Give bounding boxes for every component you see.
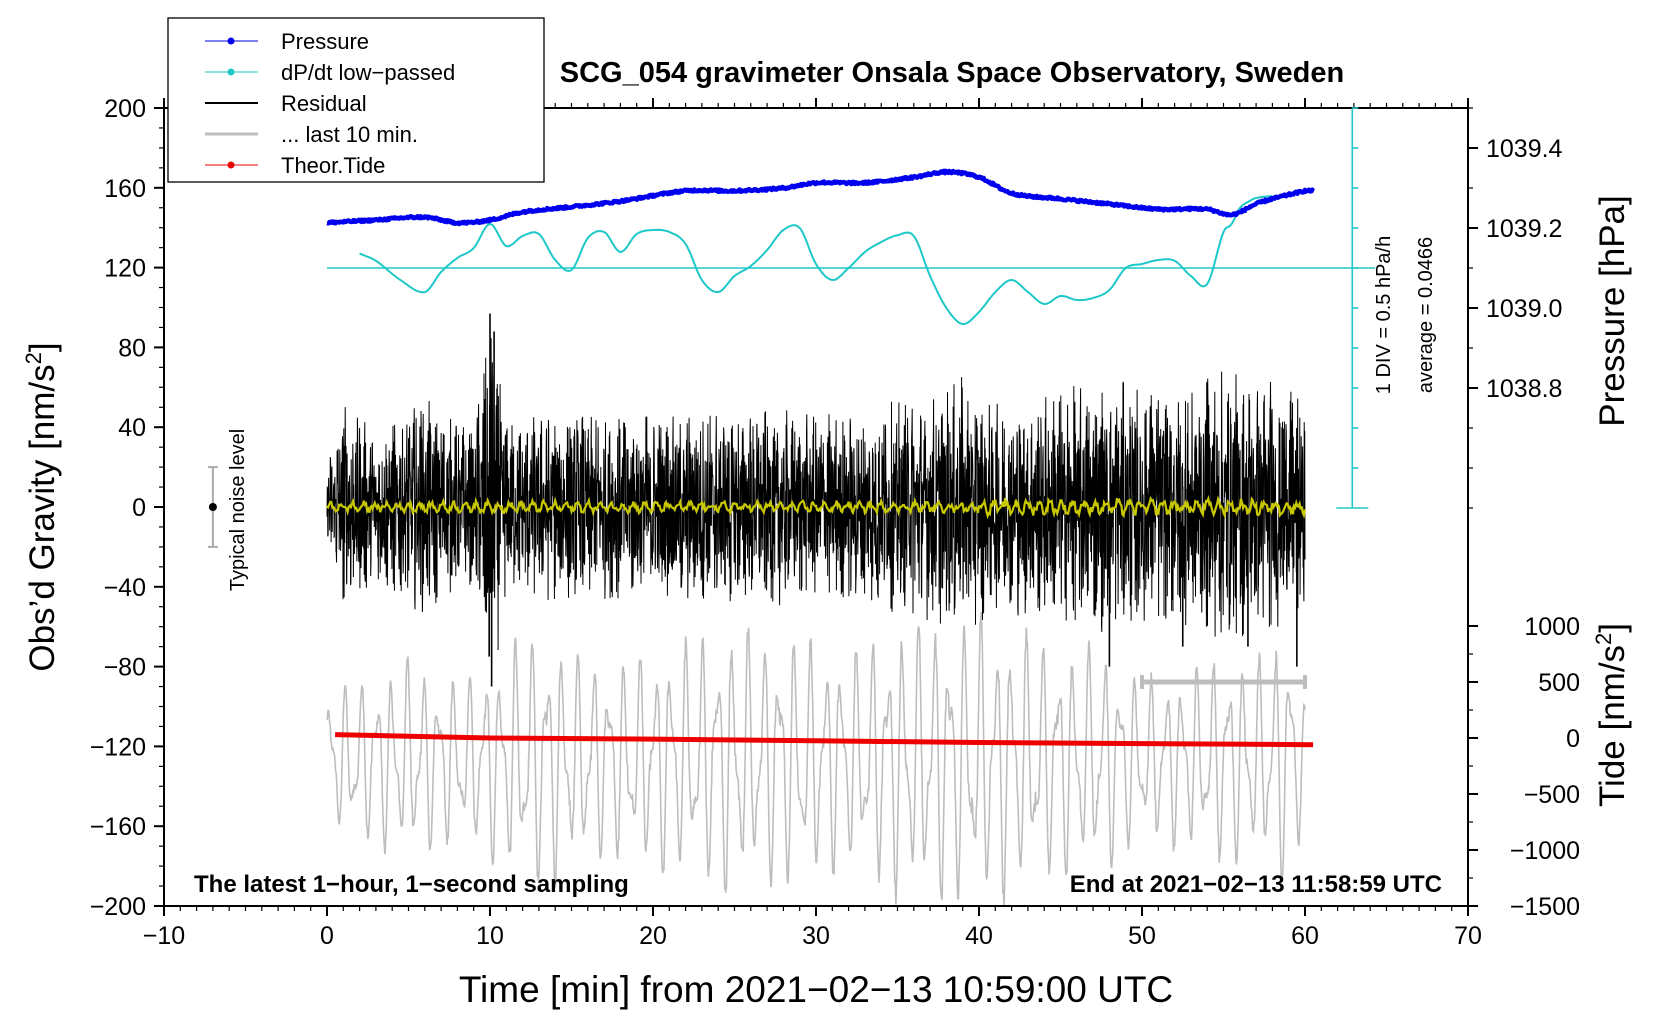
x-tick-label: 60: [1291, 922, 1319, 950]
noise-level-label: Typical noise level: [227, 429, 249, 591]
legend-label: Pressure: [281, 29, 369, 54]
x-tick-label: 0: [320, 922, 334, 950]
pressure-series-line: [325, 168, 1316, 227]
x-tick-label: 50: [1128, 922, 1156, 950]
tide-axis-label: Tide [nm/s2]: [1591, 623, 1632, 807]
x-tick-label: 20: [639, 922, 667, 950]
left-tick-label: −40: [104, 574, 146, 602]
left-axis-label-tail: ]: [23, 342, 62, 352]
footer-right-label: End at 2021−02−13 11:58:59 UTC: [1070, 871, 1442, 898]
dpdt-series-line: [359, 195, 1273, 326]
x-tick-label: −10: [143, 922, 185, 950]
footer-left-label: The latest 1−hour, 1−second sampling: [194, 871, 629, 898]
noise-bar-dot: [208, 503, 217, 511]
x-tick-label: 10: [476, 922, 504, 950]
left-tick-label: −160: [90, 813, 146, 841]
series-layer: [325, 168, 1376, 906]
tide-tick-label: 1000: [1524, 613, 1580, 641]
tide-axis-label-sup: 2: [1591, 633, 1616, 645]
tide-axis-label-main: Tide [nm/s: [1593, 645, 1632, 807]
legend-swatch-marker: [227, 68, 235, 76]
tide-tick-label: −1000: [1510, 837, 1580, 865]
residual-series-line: [326, 338, 1306, 651]
left-tick-label: 160: [104, 175, 146, 203]
pressure-tick-label: 1039.4: [1486, 135, 1563, 163]
legend-label: ... last 10 min.: [281, 122, 418, 147]
left-tick-label: −120: [90, 733, 146, 761]
legend-box: [167, 17, 545, 183]
legend-label: Theor.Tide: [281, 153, 385, 178]
pressure-axis-label: Pressure [hPa]: [1593, 195, 1632, 427]
dpdt-average-label: average = 0.0466: [1415, 237, 1437, 393]
left-axis-label: Obs’d Gravity [nm/s2]: [21, 342, 62, 671]
left-tick-label: −80: [104, 654, 146, 682]
left-tick-label: 120: [104, 255, 146, 283]
tide-tick-label: −1500: [1510, 893, 1580, 921]
pressure-tick-label: 1039.0: [1486, 295, 1562, 323]
left-tick-label: 0: [132, 494, 146, 522]
axes-layer: −10 0 10 20 30 40 50 60 70 −200 −160 −120 −80 −40 0 40 8…: [90, 95, 1580, 950]
legend-swatch-marker: [227, 161, 235, 169]
tide-tick-label: 0: [1566, 725, 1580, 753]
dpdt-scale-label: 1 DIV = 0.5 hPa/h: [1373, 236, 1395, 394]
tide-axis-label-tail: ]: [1593, 623, 1632, 633]
left-axis-label-main: Obs’d Gravity [nm/s: [23, 364, 62, 671]
tide-tick-label: 500: [1538, 669, 1580, 697]
legend: Pressure dP/dt low−passed Residual ... last…: [167, 17, 545, 183]
left-tick-label: 200: [104, 95, 146, 123]
x-tick-label: 70: [1454, 922, 1482, 950]
chart-title: SCG_054 gravimeter Onsala Space Observat…: [560, 57, 1344, 89]
left-axis-label-sup: 2: [21, 352, 46, 364]
left-tick-label: −200: [90, 893, 146, 921]
legend-label: dP/dt low−passed: [281, 60, 455, 85]
last10-series-line: [326, 612, 1306, 906]
residual-smoothed-line: [326, 494, 1307, 520]
tide-series-line: [335, 732, 1314, 748]
left-tick-label: 40: [118, 414, 146, 442]
pressure-tick-label: 1038.8: [1486, 375, 1562, 403]
legend-swatch-marker: [227, 37, 235, 45]
legend-label: Residual: [281, 91, 367, 116]
x-tick-label: 40: [965, 922, 993, 950]
x-axis-label: Time [min] from 2021−02−13 10:59:00 UTC: [459, 969, 1173, 1010]
x-tick-label: 30: [802, 922, 830, 950]
tide-tick-label: −500: [1524, 781, 1580, 809]
pressure-tick-label: 1039.2: [1486, 215, 1562, 243]
left-tick-label: 80: [118, 334, 146, 362]
